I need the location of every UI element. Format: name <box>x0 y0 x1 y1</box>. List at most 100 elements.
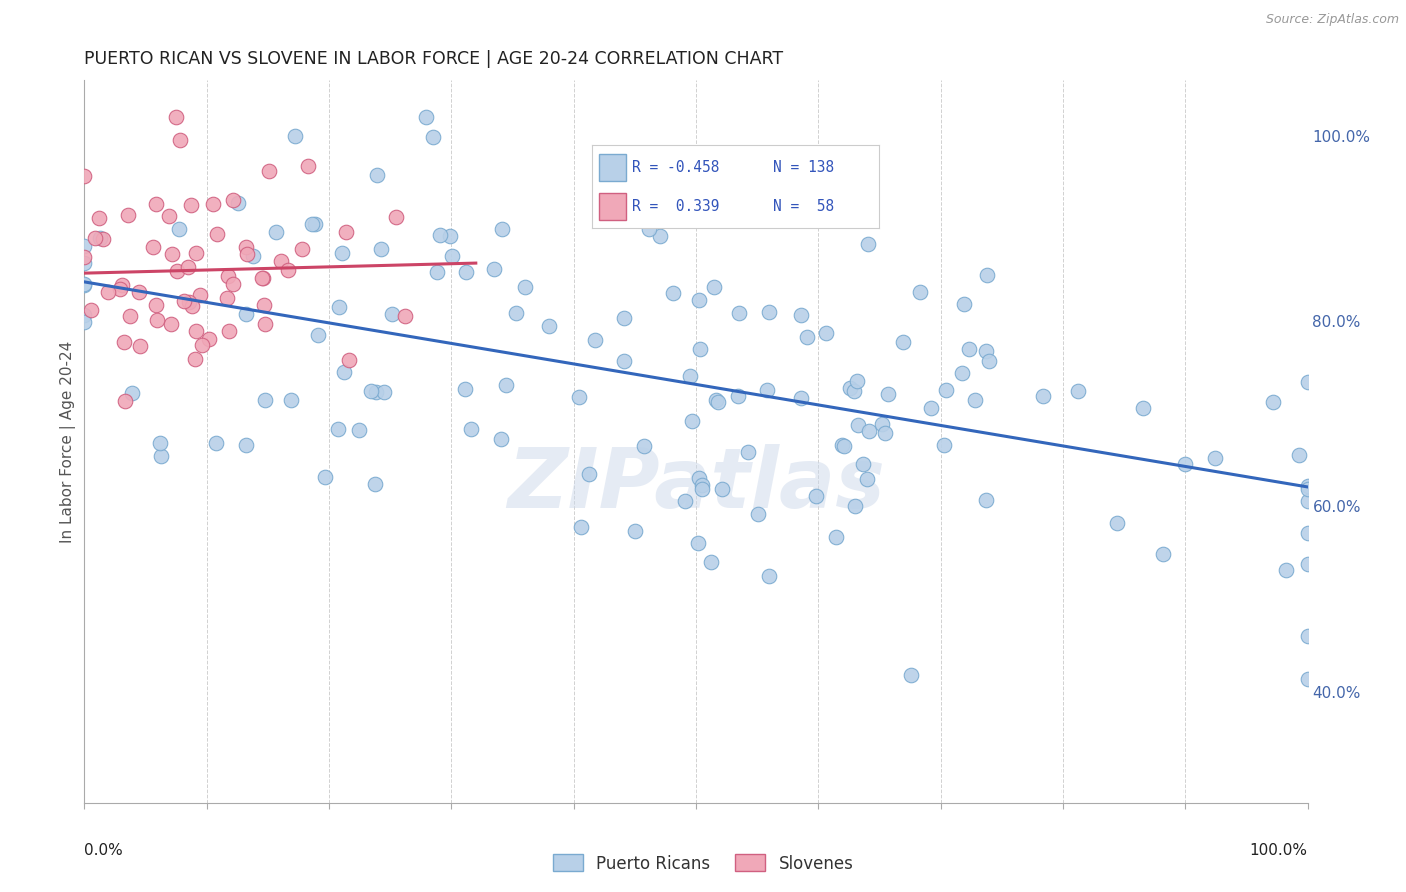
Point <box>846 374 869 388</box>
Point <box>976 268 998 282</box>
Point <box>489 432 512 446</box>
Point <box>335 226 357 240</box>
Point <box>117 208 139 222</box>
Point <box>842 384 865 398</box>
Point <box>1296 376 1319 390</box>
Point <box>920 401 942 415</box>
Point <box>366 384 388 399</box>
Point <box>73 277 96 292</box>
Point <box>957 342 980 356</box>
Point <box>73 315 96 329</box>
Point <box>891 334 914 349</box>
Point <box>250 270 273 285</box>
Point <box>217 268 239 283</box>
Point <box>661 285 683 300</box>
FancyBboxPatch shape <box>599 153 627 181</box>
Point <box>337 353 360 368</box>
Point <box>673 494 696 508</box>
Point <box>900 668 922 682</box>
Point <box>569 520 592 534</box>
Point <box>439 229 461 244</box>
Point <box>429 228 451 243</box>
Point <box>1288 449 1310 463</box>
Point <box>364 476 387 491</box>
Point <box>252 270 274 285</box>
Point <box>568 390 591 404</box>
Point <box>160 247 183 261</box>
Point <box>330 246 353 260</box>
Point <box>1296 525 1319 540</box>
Point <box>974 343 997 358</box>
Point <box>727 389 749 403</box>
Point <box>495 377 517 392</box>
Point <box>235 240 257 254</box>
Point <box>180 198 202 212</box>
Point <box>173 293 195 308</box>
Text: N = 138: N = 138 <box>773 160 834 175</box>
Point <box>804 489 827 503</box>
Point <box>707 395 730 409</box>
Point <box>491 222 513 236</box>
Point <box>1066 384 1088 398</box>
Point <box>277 262 299 277</box>
Text: 100.0%: 100.0% <box>1250 843 1308 857</box>
Point <box>839 381 862 395</box>
Point <box>235 438 257 452</box>
Point <box>184 246 207 260</box>
Point <box>856 237 879 252</box>
Text: PUERTO RICAN VS SLOVENE IN LABOR FORCE | AGE 20-24 CORRELATION CHART: PUERTO RICAN VS SLOVENE IN LABOR FORCE |… <box>84 50 783 68</box>
Point <box>205 227 228 242</box>
Point <box>1296 629 1319 643</box>
Point <box>373 384 395 399</box>
Point <box>852 457 875 471</box>
Point <box>858 424 880 438</box>
Point <box>284 129 307 144</box>
Point <box>1152 547 1174 561</box>
Point <box>314 470 336 484</box>
Point <box>280 393 302 408</box>
Point <box>873 426 896 441</box>
Point <box>128 339 150 353</box>
Point <box>1296 557 1319 571</box>
Point <box>747 507 769 521</box>
Point <box>242 249 264 263</box>
Point <box>80 302 103 317</box>
Point <box>688 471 710 485</box>
Point <box>1105 516 1128 530</box>
Point <box>121 386 143 401</box>
Point <box>89 230 111 244</box>
Point <box>253 298 276 312</box>
Point <box>690 478 713 492</box>
Point <box>613 310 636 325</box>
Point <box>253 392 276 407</box>
Point <box>953 297 976 311</box>
Point <box>366 168 388 182</box>
Point <box>648 229 671 244</box>
Point <box>1275 563 1298 577</box>
Point <box>613 353 636 368</box>
Point <box>91 232 114 246</box>
Point <box>186 324 208 338</box>
Point <box>583 333 606 347</box>
Point <box>333 365 356 379</box>
Point <box>856 472 879 486</box>
Point <box>710 482 733 496</box>
Point <box>454 265 477 279</box>
Point <box>112 334 135 349</box>
Point <box>169 133 191 147</box>
Point <box>950 366 973 380</box>
Point <box>146 313 169 327</box>
Point <box>145 197 167 211</box>
Point <box>756 384 779 398</box>
Point <box>1296 479 1319 493</box>
Point <box>347 423 370 437</box>
Point <box>190 338 212 352</box>
Point <box>831 438 853 452</box>
Point <box>181 300 204 314</box>
Point <box>844 499 866 513</box>
Point <box>266 225 288 239</box>
Point <box>111 277 134 292</box>
Point <box>198 332 221 346</box>
Point <box>177 260 200 274</box>
Point <box>908 285 931 300</box>
